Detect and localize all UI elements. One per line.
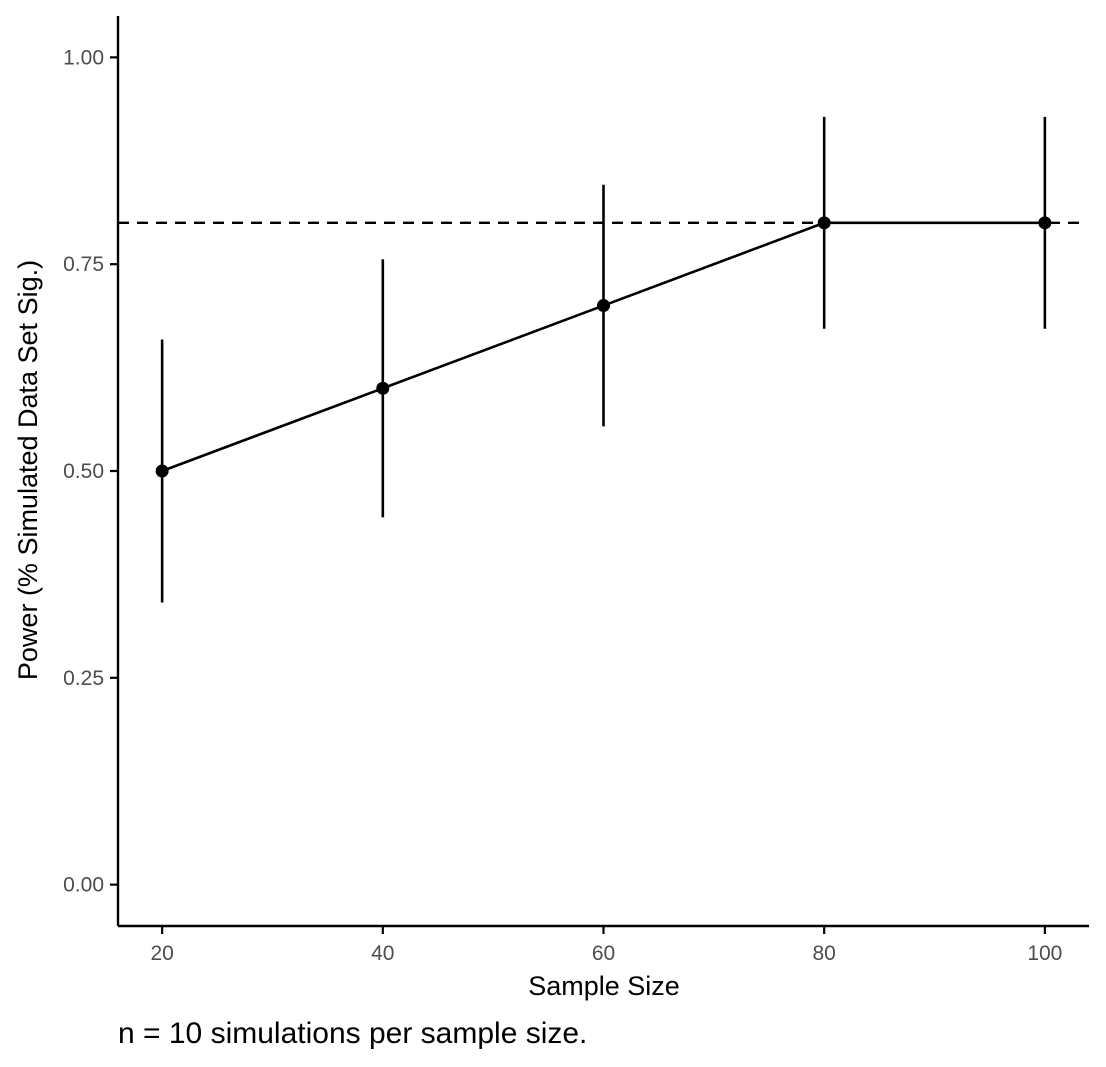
axis-layer <box>116 16 1089 928</box>
data-point <box>155 464 169 478</box>
y-axis-title: Power (% Simulated Data Set Sig.) <box>13 260 43 680</box>
series-layer <box>155 116 1052 603</box>
y-tick-label: 0.50 <box>63 460 104 483</box>
y-tick-label: 0.75 <box>63 253 104 276</box>
x-tick-label: 20 <box>150 942 173 965</box>
x-axis-title: Sample Size <box>528 971 680 1001</box>
y-tick-label: 0.25 <box>63 667 104 690</box>
data-point <box>817 216 831 230</box>
x-tick-label: 60 <box>592 942 615 965</box>
data-point <box>376 381 390 395</box>
x-tick-label: 80 <box>813 942 836 965</box>
y-tick-label: 1.00 <box>63 46 104 69</box>
data-point <box>597 299 610 313</box>
chart-caption: n = 10 simulations per sample size. <box>118 1017 587 1050</box>
y-tick-label: 0.00 <box>63 874 104 897</box>
x-tick-label: 40 <box>371 942 394 965</box>
data-point <box>1038 216 1052 230</box>
x-tick-label: 100 <box>1027 942 1062 965</box>
tick-layer: 0.00 0.25 0.50 0.75 1.00 20 40 60 80 100 <box>63 46 1062 965</box>
